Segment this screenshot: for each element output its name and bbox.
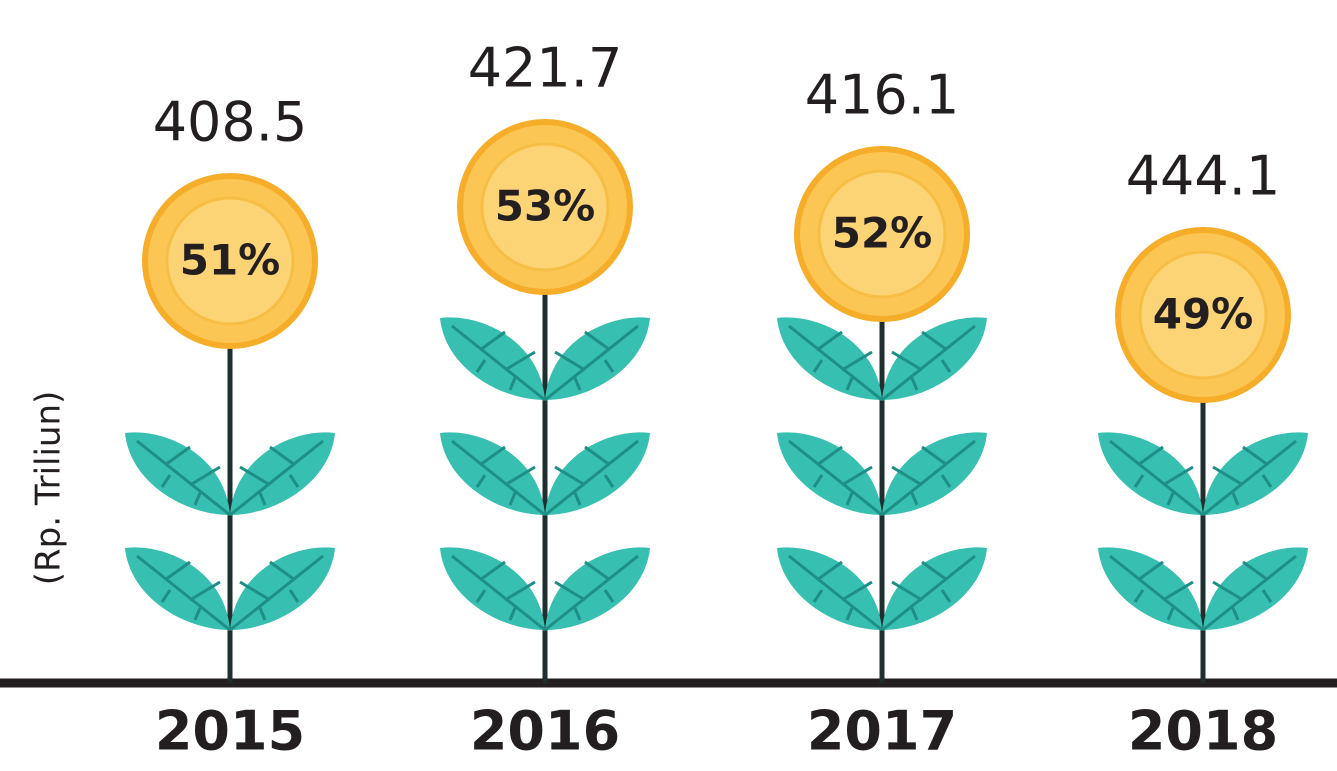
value-label: 421.7	[468, 37, 623, 100]
value-label: 408.5	[153, 91, 308, 154]
share-label: 52%	[832, 209, 933, 258]
x-tick-label: 2018	[1128, 700, 1278, 763]
plant: 52%	[777, 149, 987, 683]
plant: 49%	[1098, 230, 1308, 683]
plant: 53%	[440, 122, 650, 683]
x-tick-label: 2017	[807, 700, 957, 763]
share-label: 51%	[180, 236, 281, 285]
share-label: 49%	[1153, 290, 1254, 339]
value-label: 416.1	[805, 64, 960, 127]
share-label: 53%	[495, 182, 596, 231]
chart: (Rp. Triliun) 51% 408.5 2015 53% 421.7 2016 52…	[0, 0, 1337, 767]
axis-label: (Rp. Triliun)	[29, 391, 69, 586]
x-tick-label: 2016	[470, 700, 620, 763]
plant: 51%	[125, 176, 335, 683]
x-tick-label: 2015	[155, 700, 305, 763]
value-label: 444.1	[1126, 145, 1281, 208]
